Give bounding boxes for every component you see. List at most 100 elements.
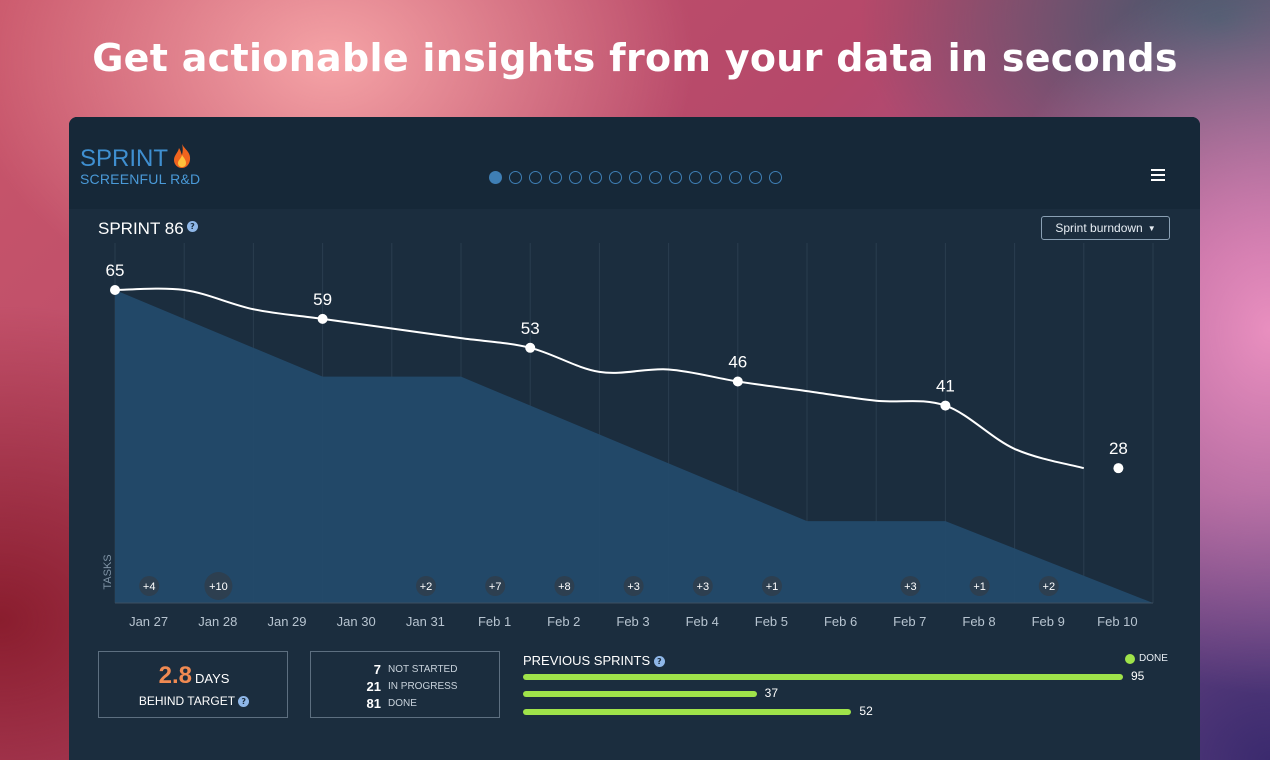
x-tick-label: Feb 9 — [1032, 614, 1065, 629]
added-tasks-label: +4 — [143, 581, 156, 593]
dashboard-card: SPRINT SCREENFUL R&D SPRINT 86 ? Sprint … — [69, 117, 1200, 760]
pager-dot[interactable] — [489, 171, 502, 184]
added-tasks-badge — [1038, 576, 1059, 596]
status-count: 81 — [366, 696, 381, 711]
pager-dot[interactable] — [749, 171, 762, 184]
added-tasks-label: +2 — [1043, 581, 1056, 593]
x-tick-label: Jan 30 — [337, 614, 376, 629]
flame-icon — [174, 144, 191, 168]
behind-target-box: 2.8 DAYS BEHIND TARGET ? — [98, 651, 288, 718]
status-label: NOT STARTED — [388, 664, 458, 675]
pager-dot[interactable] — [669, 171, 682, 184]
added-tasks-label: +8 — [558, 581, 571, 593]
x-tick-label: Feb 3 — [616, 614, 649, 629]
added-tasks-label: +1 — [973, 581, 986, 593]
added-tasks-label: +7 — [489, 581, 502, 593]
status-label: DONE — [388, 698, 417, 709]
pager-dots — [489, 171, 782, 184]
pager-dot[interactable] — [709, 171, 722, 184]
pager-dot[interactable] — [729, 171, 742, 184]
added-tasks-badge — [762, 576, 782, 596]
x-tick-label: Feb 1 — [478, 614, 511, 629]
x-tick-label: Feb 2 — [547, 614, 580, 629]
x-tick-label: Feb 8 — [962, 614, 995, 629]
added-tasks-badge — [900, 576, 921, 596]
data-point-label: 65 — [106, 261, 125, 280]
status-row: 21 IN PROGRESS — [311, 679, 501, 696]
data-point-label: 59 — [313, 290, 332, 309]
data-point — [1113, 463, 1124, 474]
chart-view-dropdown[interactable]: Sprint burndown ▼ — [1041, 216, 1170, 240]
pager-dot[interactable] — [589, 171, 602, 184]
added-tasks-badge — [692, 576, 713, 596]
behind-target-label: BEHIND TARGET — [138, 694, 235, 708]
y-axis-label: TASKS — [102, 554, 114, 589]
x-tick-label: Feb 7 — [893, 614, 926, 629]
status-row: 7 NOT STARTED — [311, 662, 501, 679]
task-status-box: 7 NOT STARTED 21 IN PROGRESS 81 DONE — [310, 651, 500, 718]
help-icon[interactable]: ? — [238, 696, 250, 708]
data-point — [525, 342, 536, 353]
data-point — [940, 400, 951, 411]
pager-dot[interactable] — [569, 171, 582, 184]
status-count: 7 — [373, 662, 381, 677]
headline: Get actionable insights from your data i… — [92, 36, 1178, 80]
data-point — [317, 313, 328, 324]
pager-dot[interactable] — [629, 171, 642, 184]
added-tasks-label: +2 — [420, 581, 433, 593]
previous-sprint-bar[interactable] — [523, 674, 1123, 680]
status-count: 21 — [366, 679, 381, 694]
x-tick-label: Jan 29 — [267, 614, 306, 629]
x-tick-label: Jan 31 — [406, 614, 445, 629]
help-icon[interactable]: ? — [187, 221, 198, 232]
added-tasks-badge — [485, 576, 506, 596]
added-tasks-badge — [623, 576, 644, 596]
previous-sprint-value: 37 — [764, 686, 779, 700]
pager-dot[interactable] — [769, 171, 782, 184]
added-tasks-badge — [554, 576, 575, 596]
added-tasks-label: +3 — [627, 581, 640, 593]
data-point-label: 28 — [1109, 439, 1128, 458]
previous-sprint-value: 52 — [859, 704, 873, 718]
x-tick-label: Jan 27 — [129, 614, 168, 629]
legend-dot — [1125, 653, 1135, 664]
ideal-burndown-area — [115, 290, 1153, 603]
previous-sprints-label: PREVIOUS SPRINTS — [523, 653, 651, 668]
added-tasks-label: +3 — [697, 581, 710, 593]
pager-dot[interactable] — [549, 171, 562, 184]
added-tasks-badge — [139, 576, 160, 596]
pager-dot[interactable] — [689, 171, 702, 184]
help-icon[interactable]: ? — [653, 656, 665, 668]
data-point-label: 53 — [521, 319, 540, 338]
x-tick-label: Feb 6 — [824, 614, 857, 629]
dropdown-label: Sprint burndown — [1055, 221, 1143, 235]
previous-sprint-bar[interactable] — [523, 709, 852, 715]
burndown-chart: 65 59 53 46 41 28 +4 +10 +2 +7 +8 +3 +3 +1 +3 +1 +2 Jan 2… — [102, 243, 1154, 629]
sprint-title: SPRINT 86 — [98, 219, 184, 238]
pager-dot[interactable] — [509, 171, 522, 184]
previous-sprint-bar[interactable] — [523, 691, 757, 697]
data-point-label: 46 — [728, 352, 747, 371]
pager-dot[interactable] — [529, 171, 542, 184]
legend-label: DONE — [1139, 653, 1168, 664]
added-tasks-badge — [969, 576, 990, 596]
added-tasks-label: +3 — [904, 581, 917, 593]
behind-days-unit: DAYS — [194, 671, 230, 686]
status-row: 81 DONE — [311, 696, 501, 713]
x-tick-label: Jan 28 — [198, 614, 237, 629]
done-legend: DONE — [1125, 653, 1168, 664]
card-header — [69, 117, 1200, 209]
pager-dot[interactable] — [609, 171, 622, 184]
pager-dot[interactable] — [649, 171, 662, 184]
hamburger-menu-icon[interactable] — [1151, 169, 1165, 181]
remaining-tasks-line — [114, 287, 1085, 470]
added-tasks-label: +10 — [209, 581, 228, 593]
x-tick-label: Feb 10 — [1097, 614, 1137, 629]
x-tick-label: Feb 5 — [755, 614, 788, 629]
data-point — [732, 376, 743, 387]
previous-sprints-title: PREVIOUS SPRINTS ? — [523, 653, 665, 668]
added-tasks-badge — [416, 576, 436, 596]
status-label: IN PROGRESS — [388, 681, 458, 692]
x-tick-label: Feb 4 — [686, 614, 719, 629]
brand-subtitle: SCREENFUL R&D — [80, 171, 201, 187]
